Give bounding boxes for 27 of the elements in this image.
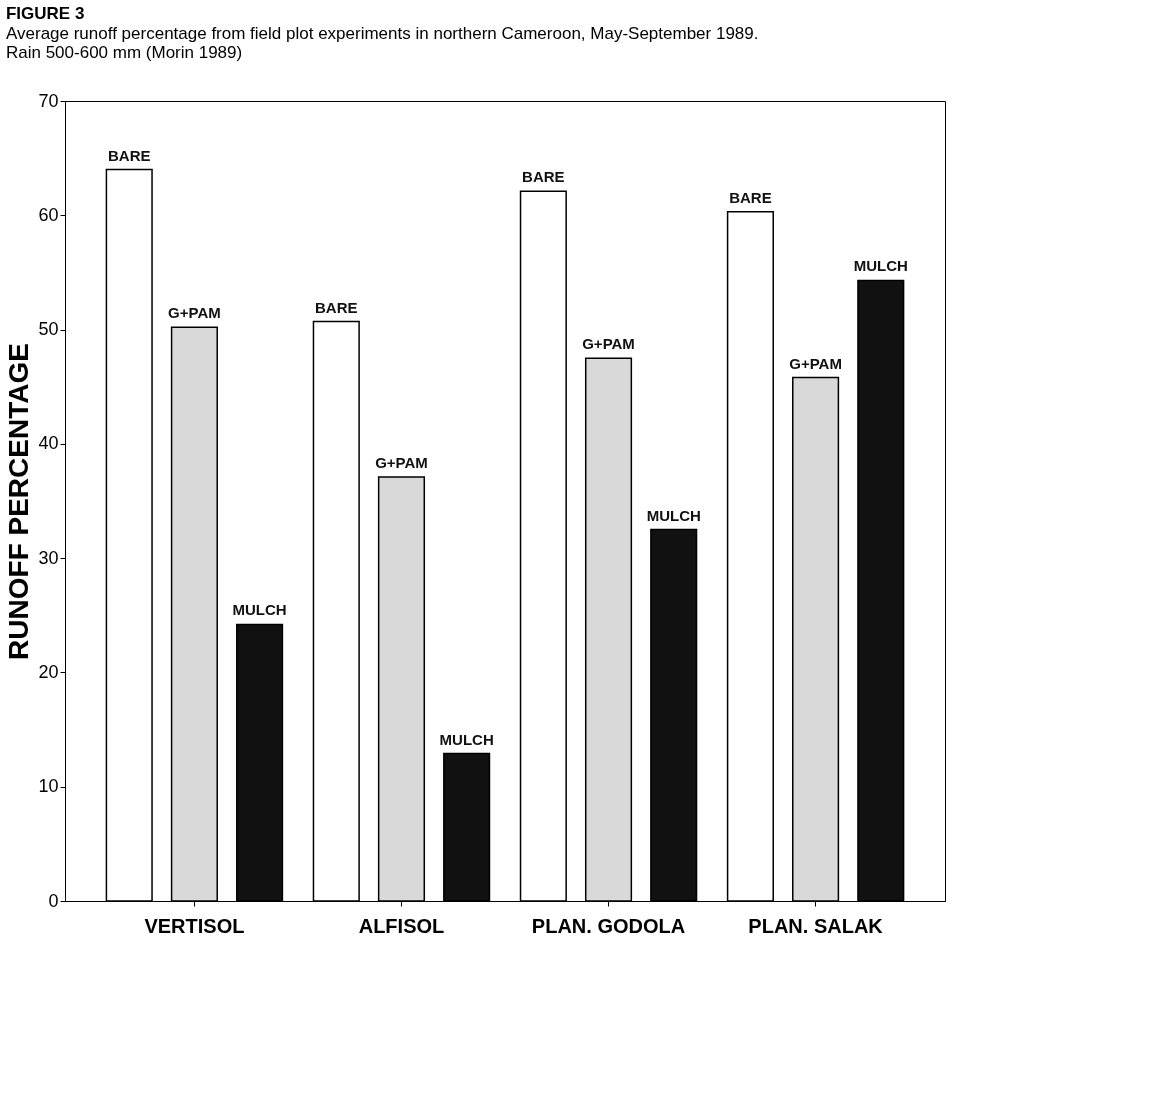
series-label: BARE [107,146,151,164]
x-tick-label: ALFISOL [358,914,445,937]
y-tick-label: 20 [38,661,59,682]
text: MULCH [853,257,908,275]
y-tick-label: 40 [38,433,59,454]
x-tick-label: PLAN. SALAK [748,914,884,937]
y-tick-label: 10 [38,776,59,797]
text: G+PAM [582,335,635,353]
x-tick-label: PLAN. GODOLA [531,914,686,937]
y-tick-label: 0 [48,890,59,911]
text: BARE [522,168,565,186]
x-tick-label: VERTISOL [144,914,245,937]
chart-subtitle: Average runoff percentage from field plot experiments in northern Cameroon, May-September 1989. Rain 500-600 mm (Morin 1989) [5,24,759,62]
series-label: G+PAM [789,354,842,372]
y-tick-label: 50 [38,319,59,340]
text: MULCH [439,730,494,748]
series-label: MULCH [232,601,287,619]
text: BARE [315,298,358,316]
chart-title: FIGURE 3 [5,4,85,23]
y-tick-label: 70 [38,90,59,111]
text: G+PAM [375,454,428,471]
y-tick-label: 30 [38,547,59,568]
y-axis-title: RUNOFF PERCENTAGE [3,343,35,660]
y-tick-label: 60 [38,204,59,225]
text: G+PAM [168,304,221,322]
text: MULCH [646,506,701,524]
text: BARE [729,188,772,206]
